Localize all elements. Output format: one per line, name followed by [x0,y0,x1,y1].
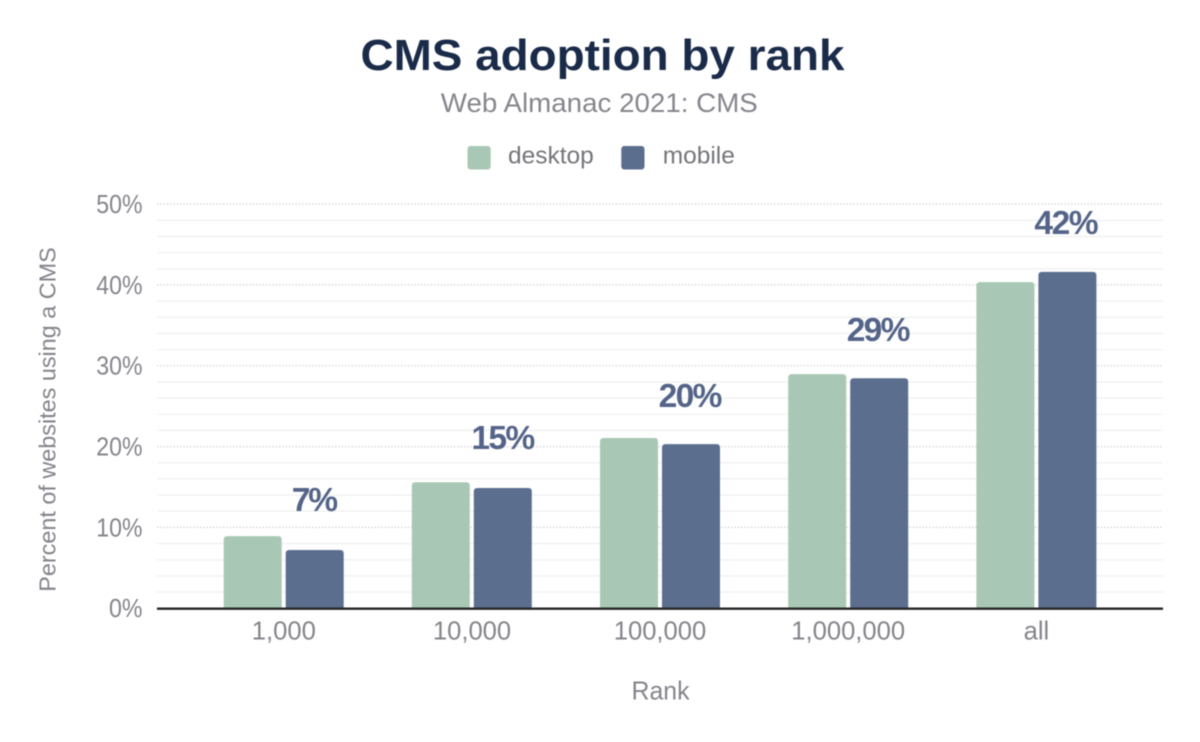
svg-text:40%: 40% [96,270,142,300]
svg-text:all: all [1024,618,1050,646]
svg-text:100,000: 100,000 [614,618,707,646]
svg-text:desktop: desktop [508,143,594,170]
svg-text:50%: 50% [96,189,142,219]
svg-text:7%: 7% [292,482,338,519]
svg-text:0%: 0% [109,593,143,623]
svg-text:CMS adoption by rank: CMS adoption by rank [361,32,846,80]
svg-text:1,000: 1,000 [252,618,316,646]
svg-text:mobile: mobile [663,143,735,170]
svg-text:Rank: Rank [632,678,690,706]
svg-text:20%: 20% [96,432,142,462]
svg-text:30%: 30% [96,351,142,381]
svg-text:10%: 10% [96,512,142,542]
svg-text:29%: 29% [847,312,911,349]
svg-text:1,000,000: 1,000,000 [791,618,905,646]
svg-text:Web Almanac 2021: CMS: Web Almanac 2021: CMS [441,88,758,118]
svg-text:10,000: 10,000 [433,618,511,646]
svg-text:Percent of websites using a CM: Percent of websites using a CMS [34,247,60,592]
svg-text:20%: 20% [659,378,723,415]
svg-text:42%: 42% [1034,205,1098,242]
svg-text:15%: 15% [471,420,535,457]
